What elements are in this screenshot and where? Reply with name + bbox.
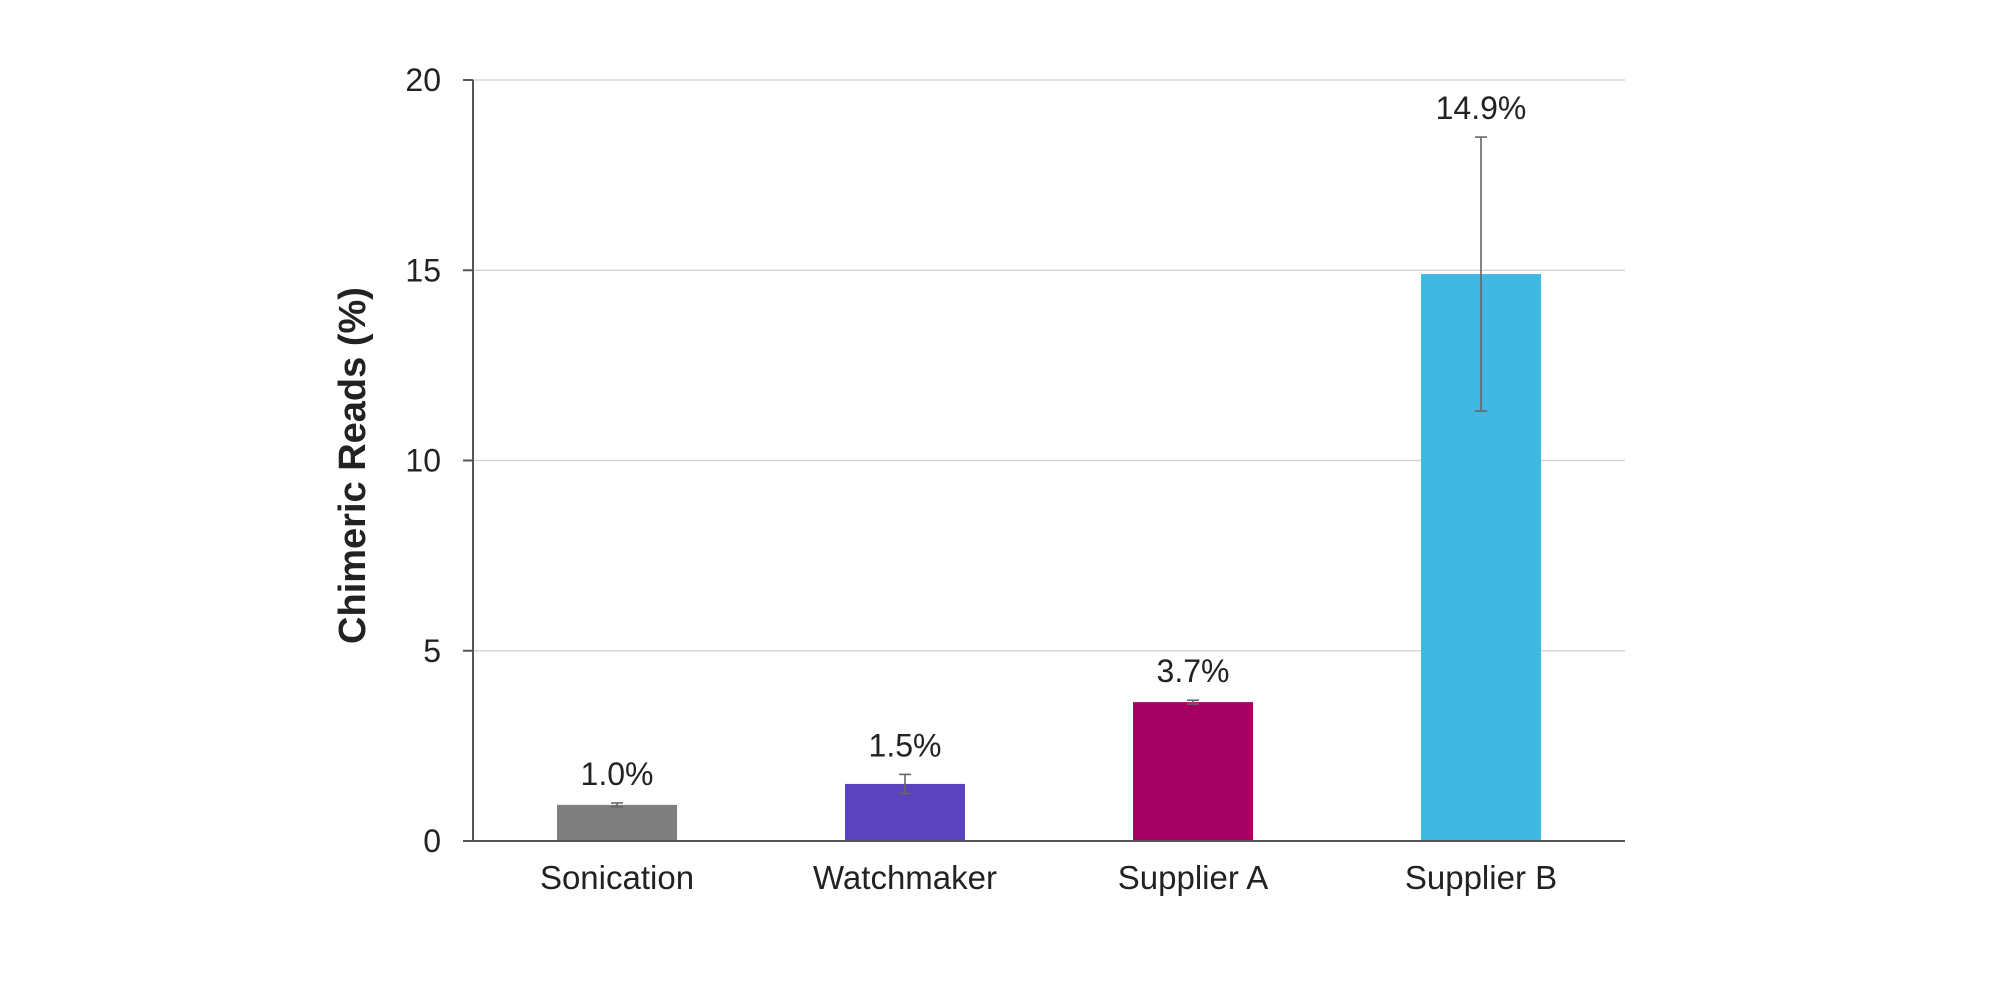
y-tick-label: 5 (423, 633, 441, 669)
y-tick-labels: 0 5 10 15 20 (405, 62, 441, 859)
data-label: 3.7% (1157, 653, 1230, 689)
x-category-labels: Sonication Watchmaker Supplier A Supplier B (540, 859, 1557, 896)
x-category-label: Sonication (540, 859, 694, 896)
y-tick-label: 15 (405, 252, 441, 288)
bar-supplier-a (1133, 702, 1253, 841)
x-category-label: Watchmaker (813, 859, 997, 896)
y-tick-label: 0 (423, 823, 441, 859)
x-category-label: Supplier A (1118, 859, 1268, 896)
data-label: 14.9% (1436, 90, 1527, 126)
bar-sonication (557, 804, 677, 841)
axes (463, 80, 1625, 842)
data-label: 1.5% (869, 727, 942, 763)
data-labels: 1.0% 1.5% 3.7% 14.9% (581, 90, 1527, 792)
x-category-label: Supplier B (1405, 859, 1557, 896)
y-tick-label: 20 (405, 62, 441, 98)
y-axis-title: Chimeric Reads (%) (332, 287, 374, 644)
data-label: 1.0% (581, 756, 654, 792)
bars (557, 274, 1541, 841)
error-bars (611, 136, 1487, 808)
y-tick-label: 10 (405, 443, 441, 479)
